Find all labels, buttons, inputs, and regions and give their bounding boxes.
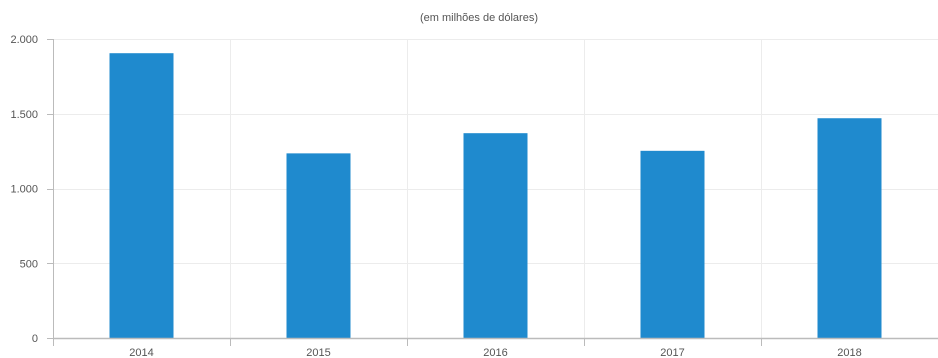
- bars: [109, 53, 882, 338]
- y-tick-label: 1.000: [10, 184, 38, 196]
- x-tick-label: 2017: [660, 347, 684, 358]
- y-axis-tick-labels: 0 500 1.000 1.500 2.000: [10, 34, 38, 345]
- bar-2015[interactable]: [286, 153, 351, 338]
- x-tick-label: 2016: [483, 347, 507, 358]
- x-tick-label: 2014: [129, 347, 153, 358]
- bar-2017[interactable]: [640, 150, 705, 338]
- bar-2016[interactable]: [463, 133, 528, 338]
- x-axis-tick-labels: 2014 2015 2016 2017 2018: [129, 347, 861, 358]
- x-tick-label: 2015: [306, 347, 330, 358]
- y-tick-label: 500: [20, 258, 38, 270]
- y-tick-label: 1.500: [10, 109, 38, 121]
- axes: [47, 39, 938, 346]
- y-tick-label: 2.000: [10, 34, 38, 46]
- y-tick-label: 0: [32, 333, 38, 345]
- gridlines: [53, 39, 938, 338]
- x-tick-label: 2018: [837, 347, 861, 358]
- bar-2014[interactable]: [109, 53, 174, 338]
- bar-2018[interactable]: [817, 118, 882, 338]
- chart-subtitle: (em milhões de dólares): [420, 12, 538, 24]
